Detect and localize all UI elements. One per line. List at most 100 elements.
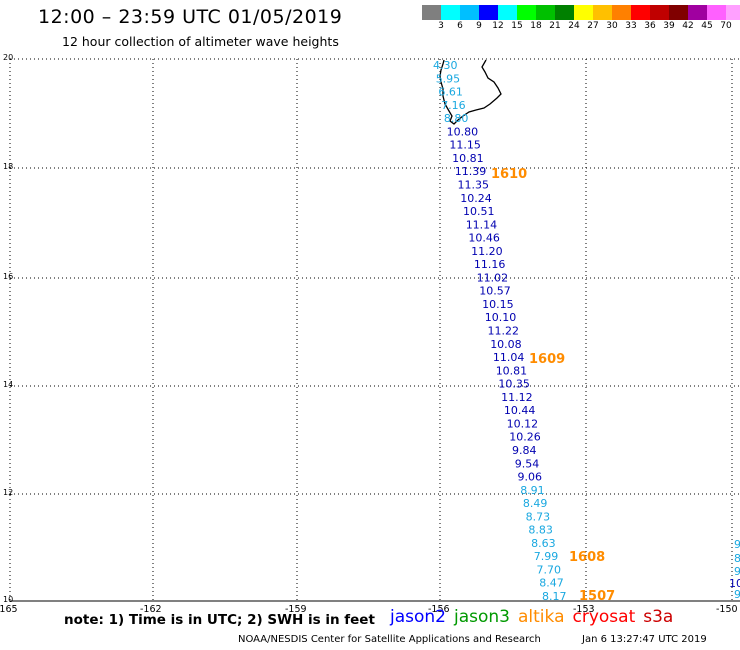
legend-swatch: [593, 5, 612, 20]
legend-label: 3: [438, 21, 444, 31]
wave-height-value: 11.04: [493, 351, 525, 364]
wave-height-value: 9: [734, 565, 740, 578]
wave-height-value: 10.35: [498, 378, 530, 391]
wave-height-value: 10.80: [447, 125, 479, 138]
longitude-tick-label: -159: [285, 604, 307, 615]
legend-label: 12: [492, 21, 504, 31]
observation-layer: 4.305.956.617.168.8010.8011.1510.8111.39…: [433, 59, 740, 603]
legend-swatch: [555, 5, 574, 20]
wave-height-value: 10.81: [452, 152, 484, 165]
wave-height-value: 8.17: [542, 590, 567, 603]
longitude-tick-label: -156: [428, 604, 450, 615]
map-subtitle: 12 hour collection of altimeter wave hei…: [62, 34, 339, 49]
longitude-tick-label: -150: [716, 604, 738, 615]
legend-label: 21: [549, 21, 561, 31]
wave-height-value: 11.16: [474, 258, 506, 271]
wave-height-value: 10.08: [490, 338, 522, 351]
wave-height-value: 11.20: [471, 245, 503, 258]
wave-height-value: 9: [734, 588, 740, 601]
wave-height-value: 10.15: [482, 298, 513, 311]
wave-height-value: 11.35: [458, 179, 490, 192]
wave-height-value: 7.99: [534, 550, 559, 563]
legend-swatch: [669, 5, 688, 20]
legend-label: 33: [625, 21, 637, 31]
wave-height-value: 9.54: [515, 457, 540, 470]
pass-number-label: 1609: [529, 352, 565, 367]
wave-height-value: 11.22: [488, 325, 520, 338]
latitude-tick-label: 20: [3, 53, 13, 62]
wave-height-value: 11.15: [449, 139, 481, 152]
legend-label: 36: [644, 21, 656, 31]
legend-swatch: [688, 5, 707, 20]
legend-swatch: [536, 5, 555, 20]
legend-swatch: [479, 5, 498, 20]
legend-swatch: [650, 5, 669, 20]
legend-swatch: [574, 5, 593, 20]
legend-label: 70: [720, 21, 732, 31]
wave-height-value: 10.12: [507, 417, 538, 430]
units-note: note: 1) Time is in UTC; 2) SWH is in fe…: [64, 612, 375, 628]
legend-label: 18: [530, 21, 542, 31]
wave-height-value: 4.30: [433, 59, 458, 72]
wave-height-value: 10: [729, 577, 740, 590]
wave-height-value: 10.26: [509, 431, 541, 444]
legend-label: 6: [457, 21, 463, 31]
satellite-name-jason3: jason3: [454, 607, 510, 627]
legend-label: 24: [568, 21, 580, 31]
wave-height-value: 10.51: [463, 205, 495, 218]
color-scale-legend: [422, 5, 740, 20]
legend-label: 42: [682, 21, 694, 31]
legend-swatch: [441, 5, 460, 20]
satellite-name-cryosat: cryosat: [572, 607, 636, 627]
wave-height-value: 10.46: [468, 232, 500, 245]
wave-height-value: 8: [734, 552, 740, 565]
satellite-name-altika: altika: [518, 607, 565, 627]
longitude-tick-label: -153: [573, 604, 595, 615]
wave-height-value: 9: [734, 538, 740, 551]
wave-height-value: 8.83: [528, 524, 553, 537]
longitude-tick-label: -165: [0, 604, 18, 615]
satellite-legend: jason2 jason3 altika cryosat s3a: [390, 607, 681, 627]
wave-height-value: 8.47: [539, 577, 564, 590]
latitude-tick-label: 12: [3, 488, 13, 497]
legend-swatch: [422, 5, 441, 20]
wave-height-value: 10.24: [460, 192, 492, 205]
pass-number-label: 1507: [579, 589, 615, 604]
wave-height-value: 11.02: [477, 271, 509, 284]
latitude-tick-label: 10: [3, 595, 13, 604]
latitude-tick-label: 18: [3, 162, 13, 171]
wave-height-value: 8.73: [526, 510, 551, 523]
map-grid: [9, 58, 740, 602]
credit-line: NOAA/NESDIS Center for Satellite Applica…: [238, 634, 541, 645]
wave-height-value: 10.10: [485, 311, 517, 324]
legend-swatch: [517, 5, 536, 20]
wave-height-value: 5.95: [436, 72, 461, 85]
legend-swatch: [612, 5, 631, 20]
legend-swatch: [726, 5, 740, 20]
wave-height-value: 10.57: [479, 285, 511, 298]
legend-label: 9: [476, 21, 482, 31]
legend-swatch: [631, 5, 650, 20]
legend-label: 30: [606, 21, 618, 31]
legend-label: 27: [587, 21, 599, 31]
pass-number-label: 1610: [491, 167, 527, 182]
satellite-name-jason2: jason2: [390, 607, 446, 627]
wave-height-value: 8.91: [520, 484, 545, 497]
wave-height-value: 9.84: [512, 444, 537, 457]
wave-height-value: 8.80: [444, 112, 469, 125]
satellite-name-s3a: s3a: [643, 607, 674, 627]
wave-height-value: 7.16: [441, 99, 466, 112]
legend-label: 45: [701, 21, 713, 31]
wave-height-value: 11.14: [466, 218, 498, 231]
generation-timestamp: Jan 6 13:27:47 UTC 2019: [582, 634, 707, 645]
legend-swatch: [498, 5, 517, 20]
wave-height-value: 8.63: [531, 537, 556, 550]
wave-height-value: 10.81: [496, 364, 528, 377]
hawaii-coastline: [439, 59, 502, 125]
latitude-tick-label: 14: [3, 380, 13, 389]
wave-height-value: 7.70: [537, 564, 562, 577]
wave-height-value: 11.12: [501, 391, 532, 404]
pass-label-layer: 1610 1609 1608 1507: [491, 167, 615, 604]
